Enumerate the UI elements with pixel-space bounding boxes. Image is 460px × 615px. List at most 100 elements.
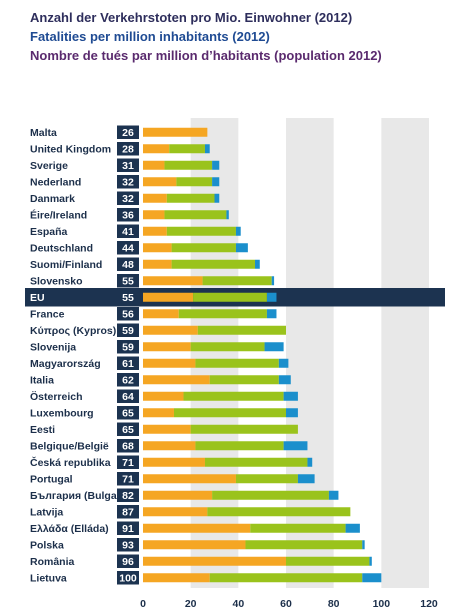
bar-segment-3 <box>369 556 372 566</box>
total-value-label: 62 <box>122 374 134 386</box>
bar-segment-1 <box>143 276 203 286</box>
bar-segment-1 <box>143 358 196 368</box>
category-label: Lietuva <box>30 572 67 584</box>
category-label: Suomi/Finland <box>30 259 102 271</box>
total-value-label: 100 <box>119 572 137 584</box>
bar-segment-3 <box>278 375 291 385</box>
grid-band <box>286 118 334 588</box>
category-label: Ελλάδα (Elláda) <box>30 523 109 535</box>
value-box <box>117 241 139 255</box>
bar-segment-2 <box>209 573 363 583</box>
value-box <box>117 455 139 469</box>
value-box <box>117 340 139 354</box>
bar-segment-2 <box>195 441 284 451</box>
total-value-label: 96 <box>122 556 134 568</box>
category-label: Latvija <box>30 506 63 518</box>
value-box <box>117 224 139 238</box>
total-value-label: 93 <box>122 539 134 551</box>
total-value-label: 55 <box>122 275 134 287</box>
category-label: Belgique/België <box>30 440 109 452</box>
bar-segment-1 <box>143 309 179 319</box>
total-value-label: 32 <box>122 176 134 188</box>
bar-segment-3 <box>328 490 339 500</box>
bar-row: Sverige 31 <box>30 158 220 172</box>
bar-segment-2 <box>166 226 236 236</box>
category-label: Eesti <box>30 424 55 436</box>
bar-row: Ελλάδα (Elláda) 91 <box>30 521 360 535</box>
total-value-label: 65 <box>122 407 134 419</box>
bar-segment-1 <box>143 325 198 335</box>
bar-segment-1 <box>143 573 210 583</box>
total-value-label: 65 <box>122 424 134 436</box>
value-box <box>117 488 139 502</box>
category-label: Italia <box>30 374 54 386</box>
value-box <box>117 323 139 337</box>
chart-titles: Anzahl der Verkehrstoten pro Mio. Einwoh… <box>30 8 382 65</box>
bar-row: Luxembourg 65 <box>30 406 298 420</box>
bar-segment-2 <box>171 243 236 253</box>
total-value-label: 82 <box>122 490 134 502</box>
bar-row: România 96 <box>30 554 372 568</box>
bar-row: Magyarország 61 <box>30 356 289 370</box>
bar-segment-2 <box>169 144 205 154</box>
total-value-label: 56 <box>122 308 134 320</box>
bar-row: Suomi/Finland 48 <box>30 257 260 271</box>
bar-segment-1 <box>143 408 174 418</box>
bar-segment-2 <box>195 358 279 368</box>
value-box <box>117 274 139 288</box>
category-label: United Kingdom <box>30 143 111 155</box>
bar-segment-1 <box>143 144 170 154</box>
value-box <box>117 571 139 585</box>
x-tick-label: 40 <box>232 598 244 610</box>
category-label: Deutschland <box>30 242 93 254</box>
bar-row: Latvija 87 <box>30 505 351 519</box>
value-box <box>117 142 139 156</box>
bar-segment-2 <box>193 292 267 302</box>
bar-segment-3 <box>235 226 241 236</box>
value-box <box>117 356 139 370</box>
total-value-label: 64 <box>122 391 134 403</box>
bar-row: Κύπρος (Kypros) 59 <box>30 323 286 337</box>
category-label: Slovensko <box>30 275 83 287</box>
bar-segment-3 <box>283 391 298 401</box>
category-label: Danmark <box>30 193 75 205</box>
total-value-label: 59 <box>122 325 134 337</box>
category-label: EU <box>30 292 45 304</box>
value-box <box>117 472 139 486</box>
bar-segment-2 <box>202 276 272 286</box>
bar-segment-1 <box>143 160 165 170</box>
category-label: España <box>30 226 68 238</box>
bar-segment-2 <box>207 507 351 517</box>
value-box <box>117 505 139 519</box>
total-value-label: 68 <box>122 440 134 452</box>
value-box <box>117 191 139 205</box>
bar-segment-3 <box>255 259 260 269</box>
bar-segment-1 <box>143 243 172 253</box>
category-label: Portugal <box>30 473 73 485</box>
bar-row: Deutschland 44 <box>30 241 248 255</box>
category-label: Κύπρος (Kypros) <box>30 325 116 337</box>
bar-segment-3 <box>214 193 220 203</box>
bar-segment-1 <box>143 391 184 401</box>
bar-row: Danmark 32 <box>30 191 220 205</box>
bar-row: Česká republika 71 <box>30 455 313 469</box>
bar-segment-2 <box>245 540 363 550</box>
value-box <box>117 125 139 139</box>
bar-segment-1 <box>143 523 251 533</box>
x-tick-label: 80 <box>328 598 340 610</box>
bar-row: EU 55 <box>25 288 445 307</box>
bar-segment-3 <box>362 540 365 550</box>
total-value-label: 44 <box>122 242 134 254</box>
category-label: Luxembourg <box>30 407 94 419</box>
bar-segment-3 <box>266 309 277 319</box>
bar-segment-1 <box>143 474 236 484</box>
bar-segment-3 <box>226 210 229 220</box>
bar-row: Belgique/België 68 <box>30 439 308 453</box>
bar-row: Nederland 32 <box>30 175 220 189</box>
value-box <box>117 538 139 552</box>
category-label: България (Bulgaria) <box>30 490 133 502</box>
bar-segment-2 <box>164 160 213 170</box>
total-value-label: 41 <box>122 226 134 238</box>
category-label: France <box>30 308 65 320</box>
value-box <box>117 439 139 453</box>
